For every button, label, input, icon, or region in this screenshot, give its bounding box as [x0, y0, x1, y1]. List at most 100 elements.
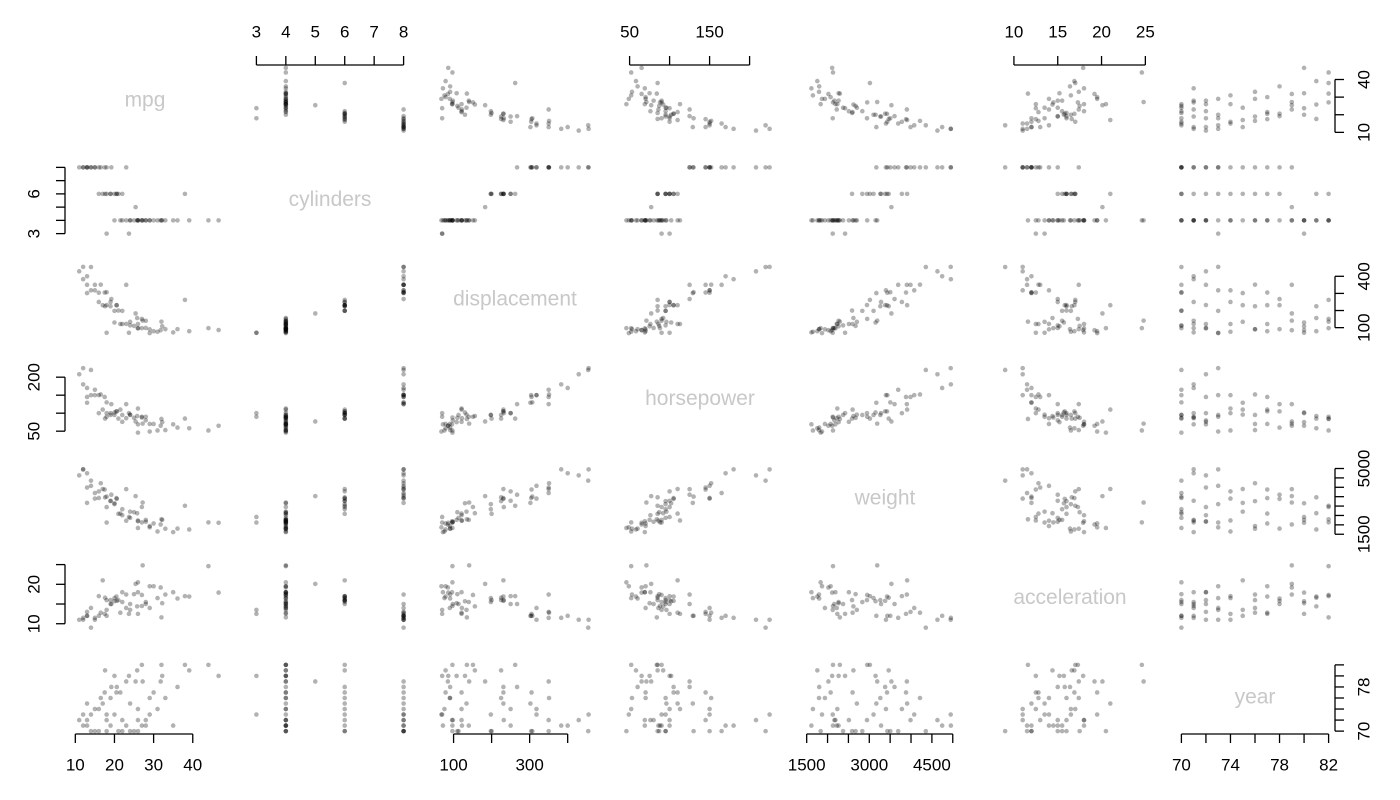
point — [1029, 273, 1034, 279]
point — [1103, 728, 1109, 734]
point — [116, 597, 121, 603]
point — [127, 601, 133, 607]
point — [1191, 613, 1196, 619]
point — [283, 522, 289, 527]
point — [1326, 316, 1331, 322]
point — [830, 330, 836, 336]
point — [283, 596, 289, 601]
point — [342, 706, 348, 712]
point — [119, 218, 125, 223]
point — [664, 319, 669, 325]
point — [1203, 108, 1209, 114]
point — [528, 392, 534, 398]
point — [450, 662, 455, 668]
point — [133, 204, 138, 210]
point — [512, 593, 518, 599]
point — [626, 525, 632, 530]
point — [895, 121, 901, 126]
point — [835, 706, 840, 712]
point — [663, 498, 668, 504]
point — [104, 414, 109, 420]
point — [1069, 116, 1075, 122]
point — [342, 308, 348, 314]
point — [1191, 605, 1196, 611]
point — [873, 410, 878, 415]
point — [143, 418, 149, 423]
point — [1059, 412, 1065, 418]
point — [703, 485, 708, 490]
point — [1289, 282, 1295, 288]
point — [1326, 520, 1331, 525]
point — [1240, 105, 1246, 110]
point — [445, 522, 451, 527]
point — [892, 601, 897, 607]
point — [283, 673, 289, 679]
point — [1077, 415, 1082, 421]
point — [826, 423, 831, 429]
point — [815, 78, 820, 84]
point — [663, 599, 668, 605]
point — [624, 218, 629, 223]
point — [100, 486, 106, 492]
point — [835, 218, 840, 223]
point — [459, 518, 464, 523]
point — [888, 400, 893, 405]
point — [1062, 684, 1068, 690]
point — [1191, 100, 1196, 105]
point — [529, 611, 534, 617]
point — [342, 690, 348, 695]
point — [283, 592, 289, 598]
point — [1094, 690, 1100, 695]
point — [439, 583, 444, 589]
point — [1055, 218, 1061, 223]
point — [182, 662, 188, 668]
point — [1326, 91, 1331, 96]
point — [809, 330, 814, 335]
point — [1059, 728, 1065, 734]
point — [131, 591, 137, 597]
point — [899, 191, 905, 197]
point — [1029, 165, 1034, 170]
point — [530, 728, 535, 734]
point — [1289, 421, 1295, 426]
point — [1067, 84, 1073, 89]
point — [546, 121, 551, 126]
point — [342, 110, 348, 116]
point — [108, 601, 113, 607]
point — [671, 684, 676, 690]
point — [1081, 422, 1087, 427]
point — [116, 416, 121, 421]
point — [899, 410, 905, 416]
point — [342, 410, 348, 416]
point — [459, 690, 464, 695]
point — [1264, 409, 1270, 414]
point — [659, 520, 664, 525]
point — [401, 288, 406, 293]
point — [546, 107, 551, 112]
point — [648, 717, 653, 723]
point — [119, 419, 125, 425]
point — [1036, 480, 1041, 486]
point — [135, 218, 141, 223]
point — [1264, 610, 1270, 615]
point — [88, 165, 94, 170]
point — [707, 165, 712, 170]
point — [659, 517, 664, 523]
point — [283, 78, 289, 84]
point — [1191, 415, 1196, 421]
point — [1252, 303, 1258, 309]
point — [719, 615, 724, 621]
point — [528, 119, 534, 125]
point — [903, 394, 909, 400]
point — [401, 124, 406, 130]
point — [1301, 500, 1307, 506]
point — [1020, 712, 1025, 717]
point — [1081, 419, 1087, 425]
point — [935, 165, 940, 170]
point — [753, 717, 759, 723]
point — [558, 723, 564, 728]
point — [1029, 701, 1034, 706]
point — [1057, 419, 1062, 425]
point — [691, 165, 696, 170]
point — [1139, 70, 1145, 75]
